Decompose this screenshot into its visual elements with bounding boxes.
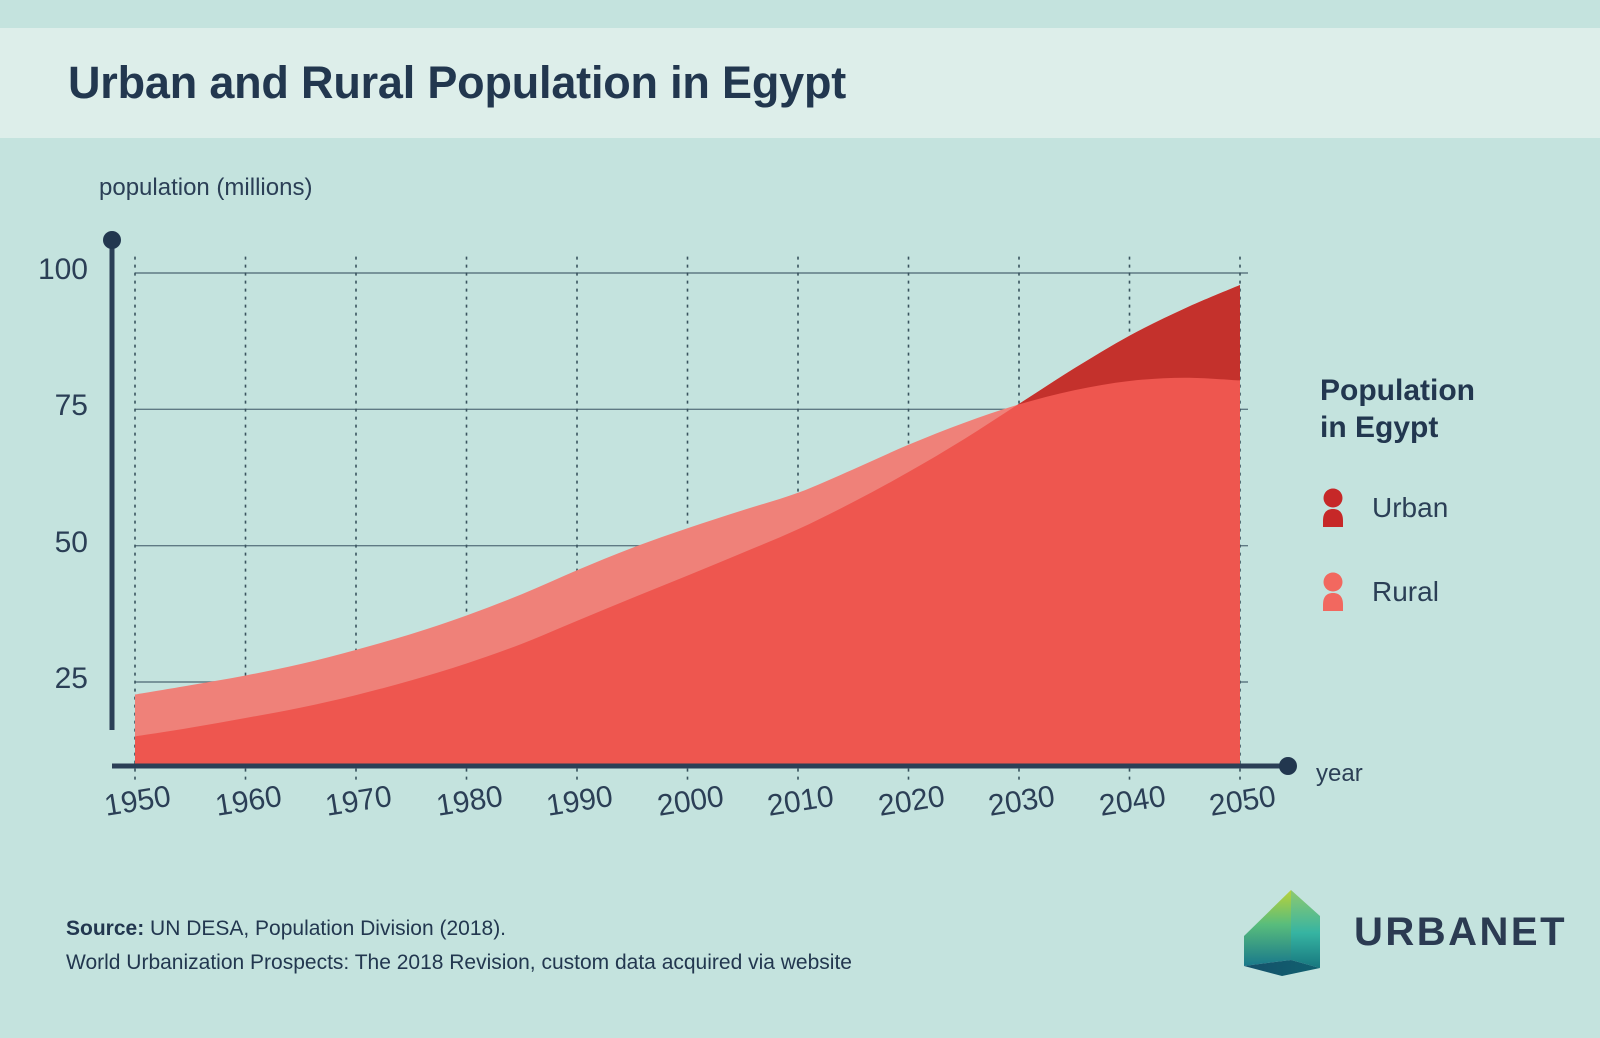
chart-legend: Population in Egypt Urban Rural <box>1320 373 1570 656</box>
y-tick-label: 50 <box>54 525 88 559</box>
source-label: Source: <box>66 917 145 940</box>
x-axis-caption: year <box>1316 760 1363 787</box>
area-urban <box>135 285 1240 764</box>
legend-title-line1: Population <box>1320 374 1475 407</box>
y-tick-label: 75 <box>54 389 88 423</box>
legend-label-rural: Rural <box>1372 576 1439 608</box>
axis-lines <box>103 231 1297 775</box>
title-band: Urban and Rural Population in Egypt <box>0 28 1600 138</box>
person-icon <box>1323 572 1343 612</box>
source-text: UN DESA, Population Division (2018). <box>144 917 507 940</box>
legend-title: Population in Egypt <box>1320 373 1570 446</box>
urbanet-wordmark: URBANET <box>1354 909 1568 954</box>
legend-title-line2: in Egypt <box>1320 410 1439 444</box>
y-tick-label: 25 <box>54 662 88 695</box>
source-note: Source: UN DESA, Population Division (20… <box>66 912 852 980</box>
person-icon <box>1323 488 1343 528</box>
source-line-1: Source: UN DESA, Population Division (20… <box>66 912 852 946</box>
legend-item-rural[interactable]: Rural <box>1320 572 1570 612</box>
legend-label-urban: Urban <box>1372 492 1449 524</box>
urbanet-logo[interactable]: URBANET <box>1242 888 1567 976</box>
source-line-2: World Urbanization Prospects: The 2018 R… <box>66 951 852 975</box>
page-title: Urban and Rural Population in Egypt <box>68 57 847 108</box>
urbanet-mark-icon <box>1244 890 1320 976</box>
y-axis-caption: population (millions) <box>99 174 313 201</box>
area-series <box>135 285 1240 764</box>
y-tick-label: 100 <box>37 253 88 286</box>
legend-item-urban[interactable]: Urban <box>1320 488 1570 528</box>
